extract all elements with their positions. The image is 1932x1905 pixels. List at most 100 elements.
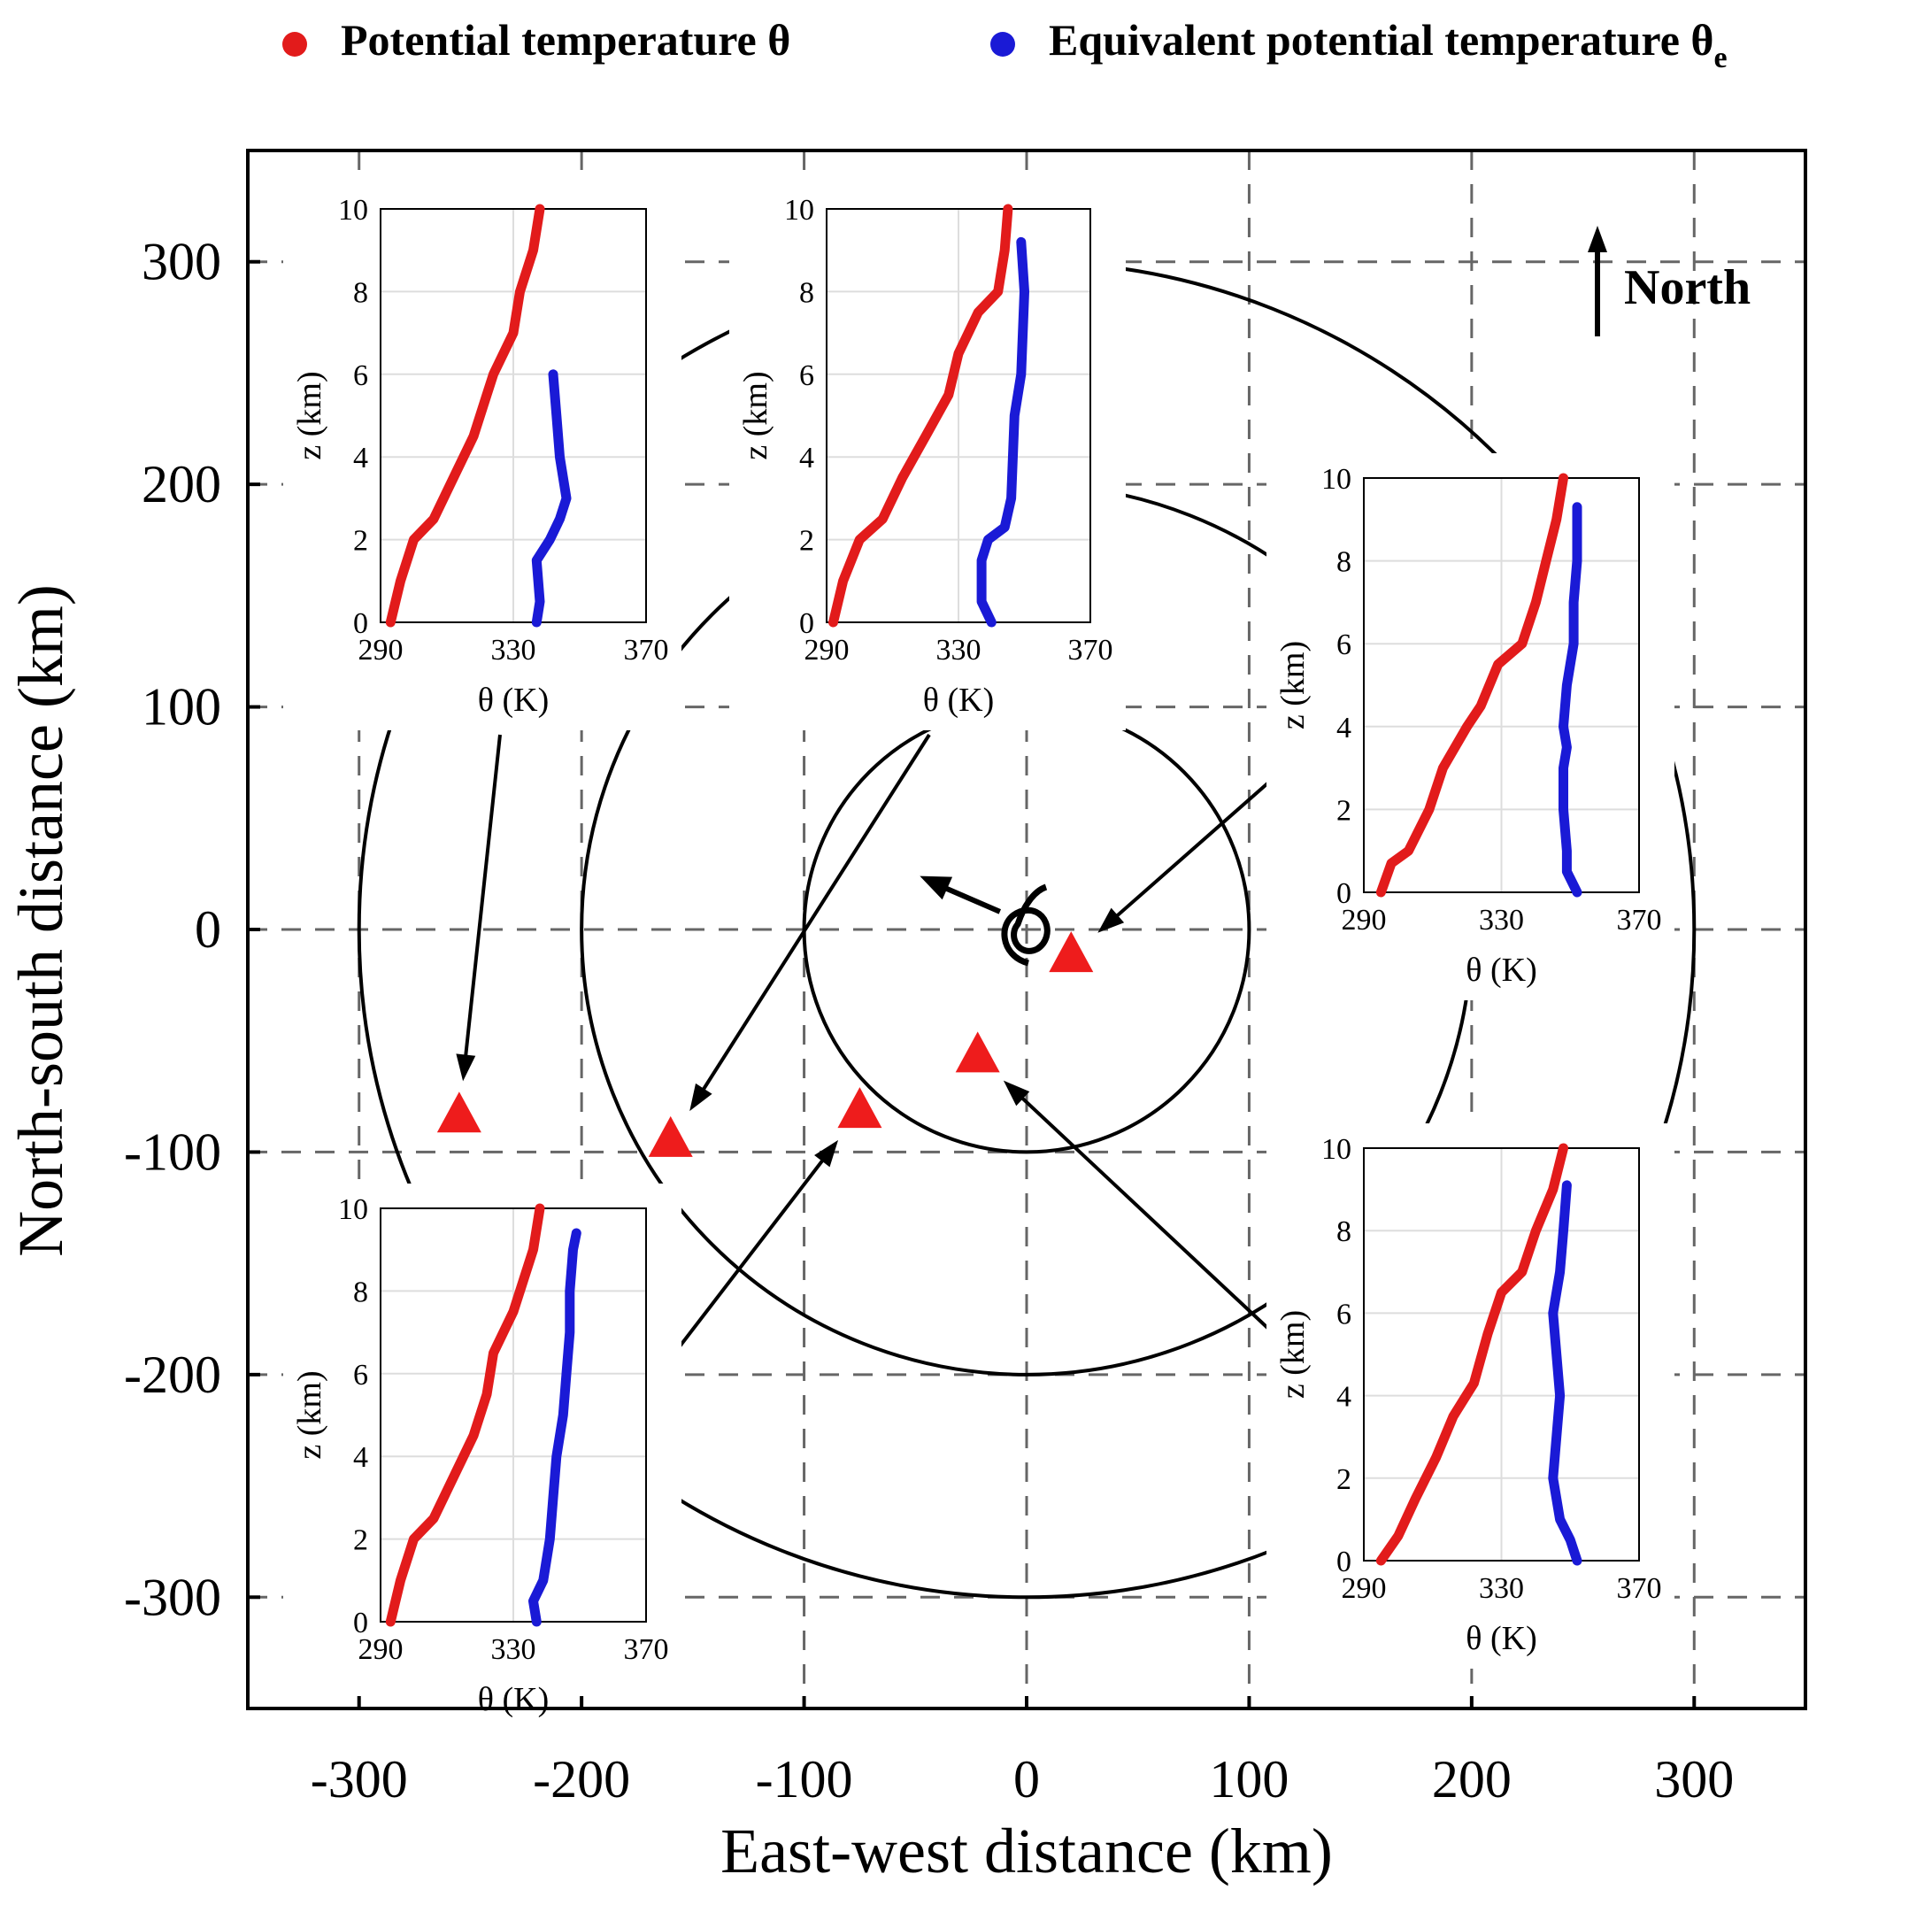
legend-thetae-marker xyxy=(990,32,1015,57)
main-axis-ticks: -300 -200 -100 0 100 200 300-300-200-100010020… xyxy=(124,233,1734,1809)
y-tick-label: 0 xyxy=(195,900,221,959)
inset-y-label: z (km) xyxy=(291,1370,328,1459)
inset-y-tick-label: 0 xyxy=(799,607,814,640)
inset-y-tick-label: 8 xyxy=(1336,546,1351,579)
inset-x-label: θ (K) xyxy=(1466,952,1536,989)
station-connector-arrowhead xyxy=(1097,907,1125,933)
inset-y-tick-label: 6 xyxy=(353,359,368,392)
theta-profile xyxy=(1375,1143,1568,1566)
inset-right-bottom: 290 330 370 0 2 4 6 8 10 θ (K) z (km) xyxy=(1266,1123,1674,1669)
inset-y-tick-label: 10 xyxy=(784,194,814,227)
inset-y-tick-label: 6 xyxy=(353,1359,368,1392)
inset-top-middle: 290 330 370 0 2 4 6 8 10 θ (K) z (km) xyxy=(729,184,1126,730)
legend-thetae-label: Equivalent potential temperature θe xyxy=(1049,15,1728,74)
x-tick-label: 0 xyxy=(1013,1750,1040,1809)
inset-y-tick-label: 8 xyxy=(353,276,368,309)
inset-y-tick-label: 10 xyxy=(1321,1133,1351,1166)
inset-x-tick-label: 330 xyxy=(1479,904,1524,937)
y-axis-label: North-south distance (km) xyxy=(5,584,76,1257)
inset-y-tick-label: 2 xyxy=(799,525,814,558)
inset-frame xyxy=(380,1207,647,1623)
y-tick-label: 300 xyxy=(142,233,221,291)
inset-y-tick-label: 6 xyxy=(799,359,814,392)
theta-e-profile xyxy=(976,236,1029,628)
inset-x-tick-label: 290 xyxy=(804,634,850,667)
y-tick-label: 100 xyxy=(142,678,221,737)
station-marker xyxy=(955,1031,1000,1073)
x-tick-label: 100 xyxy=(1209,1750,1289,1809)
inset-x-tick-label: 330 xyxy=(936,634,981,667)
legend-theta-label: Potential temperature θ xyxy=(341,15,790,65)
inset-y-tick-label: 4 xyxy=(1336,1381,1351,1414)
x-tick-label: -100 xyxy=(756,1750,853,1809)
north-arrow-head xyxy=(1588,226,1607,252)
inset-x-tick-label: 370 xyxy=(1617,1572,1662,1605)
station-connector-arrowhead xyxy=(814,1139,839,1168)
inset-frame xyxy=(1363,1147,1640,1562)
station-marker xyxy=(436,1091,481,1133)
station-connector-arrowhead xyxy=(689,1083,712,1112)
theta-e-profile xyxy=(1548,1180,1582,1566)
station-marker xyxy=(1049,931,1094,973)
legend-theta-marker xyxy=(282,32,307,57)
storm-symbol xyxy=(1001,883,1051,967)
y-tick-label: 200 xyxy=(142,455,221,513)
theta-e-profile xyxy=(531,369,572,628)
inset-x-tick-label: 290 xyxy=(1342,1572,1387,1605)
inset-y-tick-label: 0 xyxy=(353,1607,368,1639)
x-tick-label: 200 xyxy=(1432,1750,1512,1809)
station-connector-arrow xyxy=(463,734,502,1064)
inset-bottom-left: 290 330 370 0 2 4 6 8 10 θ (K) z (km) xyxy=(283,1184,681,1730)
y-tick-label: -200 xyxy=(124,1346,221,1404)
inset-x-tick-label: 290 xyxy=(358,634,404,667)
inset-x-tick-label: 370 xyxy=(1617,904,1662,937)
inset-y-tick-label: 0 xyxy=(353,607,368,640)
inset-x-label: θ (K) xyxy=(923,682,994,719)
inset-x-tick-label: 370 xyxy=(624,1633,669,1666)
inset-x-tick-label: 330 xyxy=(491,1633,536,1666)
inset-y-label: z (km) xyxy=(1274,641,1312,729)
inset-x-label: θ (K) xyxy=(478,1681,549,1718)
x-tick-label: -200 xyxy=(533,1750,630,1809)
station-connector-arrowhead xyxy=(456,1053,476,1082)
x-tick-label: 300 xyxy=(1654,1750,1734,1809)
theta-profile xyxy=(828,204,1013,628)
inset-y-tick-label: 8 xyxy=(1336,1215,1351,1248)
legend: Potential temperature θ Equivalent poten… xyxy=(282,15,1728,74)
inset-y-tick-label: 2 xyxy=(353,525,368,558)
inset-x-tick-label: 330 xyxy=(491,634,536,667)
inset-y-tick-label: 6 xyxy=(1336,1298,1351,1330)
inset-y-tick-label: 4 xyxy=(353,442,368,474)
station-connector-arrow xyxy=(1015,1091,1281,1340)
inset-y-tick-label: 10 xyxy=(338,1193,368,1226)
inset-x-tick-label: 290 xyxy=(358,1633,404,1666)
theta-e-profile xyxy=(1559,502,1582,898)
station-markers xyxy=(436,931,1094,1157)
inset-y-label: z (km) xyxy=(291,371,328,459)
storm-symbol-group xyxy=(920,875,1051,967)
inset-y-tick-label: 4 xyxy=(799,442,814,474)
theta-profile xyxy=(1375,473,1568,898)
inset-y-tick-label: 0 xyxy=(1336,877,1351,910)
inset-x-tick-label: 370 xyxy=(624,634,669,667)
station-marker xyxy=(837,1087,882,1129)
inset-y-tick-label: 8 xyxy=(353,1276,368,1308)
inset-x-tick-label: 330 xyxy=(1479,1572,1524,1605)
inset-y-tick-label: 2 xyxy=(353,1524,368,1557)
inset-top-left: 290 330 370 0 2 4 6 8 10 θ (K) z (km) xyxy=(283,184,681,730)
inset-y-tick-label: 2 xyxy=(1336,794,1351,827)
inset-right-top: 290 330 370 0 2 4 6 8 10 θ (K) z (km) xyxy=(1266,453,1674,1000)
theta-e-profile xyxy=(528,1228,581,1627)
station-connector-arrowhead xyxy=(1003,1080,1030,1107)
inset-y-label: z (km) xyxy=(1274,1310,1312,1399)
inset-y-label: z (km) xyxy=(737,371,774,459)
sounding-insets: 290 330 370 0 2 4 6 8 10 θ (K) z (km) 290 330 370 0 2 4 6… xyxy=(283,184,1674,1730)
inset-x-tick-label: 370 xyxy=(1068,634,1113,667)
inset-x-label: θ (K) xyxy=(1466,1620,1536,1657)
inset-y-tick-label: 10 xyxy=(1321,463,1351,496)
inset-y-tick-label: 4 xyxy=(353,1441,368,1474)
station-connector-arrow xyxy=(1110,757,1297,923)
x-tick-label: -300 xyxy=(311,1750,408,1809)
inset-x-tick-label: 290 xyxy=(1342,904,1387,937)
